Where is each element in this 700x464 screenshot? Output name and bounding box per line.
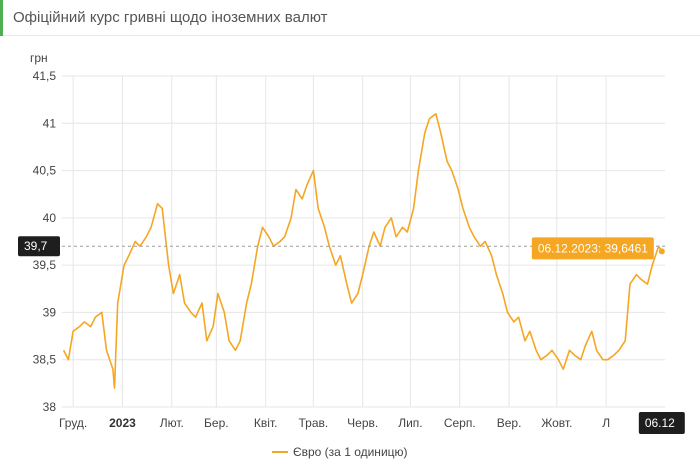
legend-label-euro[interactable]: Євро (за 1 одиницю) <box>293 445 408 459</box>
x-tick-label: Бер. <box>204 416 229 430</box>
x-axis: Груд. 2023 Лют. Бер. Квіт. Трав. Черв. Лип. Серп… <box>59 416 610 430</box>
data-tooltip: 06.12.2023: 39,6461 <box>531 237 654 260</box>
y-tick-label: 38 <box>43 400 57 414</box>
crosshair-x-label: 06.12 <box>638 412 685 434</box>
x-tick-label: 2023 <box>109 416 136 430</box>
y-axis-unit: грн <box>30 51 48 65</box>
y-tick-label: 40,5 <box>33 164 57 178</box>
x-tick-label: Квіт. <box>254 416 278 430</box>
x-tick-label: Черв. <box>347 416 378 430</box>
x-tick-label: Вер. <box>497 416 522 430</box>
tooltip-point <box>658 248 665 255</box>
x-tick-label: Трав. <box>299 416 329 430</box>
x-tick-label: Л <box>602 416 610 430</box>
svg-text:06.12: 06.12 <box>645 416 675 430</box>
svg-text:06.12.2023: 39,6461: 06.12.2023: 39,6461 <box>538 241 648 255</box>
series-line-euro[interactable] <box>62 113 663 389</box>
svg-text:39,7: 39,7 <box>24 239 48 253</box>
chart-header: Офіційний курс гривні щодо іноземних вал… <box>0 0 700 36</box>
y-axis: 38 38,5 39 39,5 40 40,5 41 41,5 <box>33 69 57 414</box>
y-tick-label: 40 <box>43 211 57 225</box>
x-tick-label: Жовт. <box>541 416 572 430</box>
y-tick-label: 41 <box>43 116 57 130</box>
y-tick-label: 39 <box>43 305 57 319</box>
y-tick-label: 41,5 <box>33 69 57 83</box>
x-tick-label: Лют. <box>160 416 184 430</box>
euro-rate-chart[interactable]: 38 38,5 39 39,5 40 40,5 41 41,5 Груд. 2023 Лют. Бе… <box>0 36 700 464</box>
x-tick-label: Груд. <box>59 416 87 430</box>
chart-title: Офіційний курс гривні щодо іноземних вал… <box>13 9 328 26</box>
x-tick-label: Лип. <box>398 416 422 430</box>
x-tick-label: Серп. <box>444 416 476 430</box>
y-tick-label: 38,5 <box>33 353 57 367</box>
crosshair-y-label: 39,7 <box>18 236 60 257</box>
header-divider <box>3 35 700 36</box>
chart-legend[interactable]: Євро (за 1 одиницю) <box>272 445 408 459</box>
y-tick-label: 39,5 <box>33 258 57 272</box>
